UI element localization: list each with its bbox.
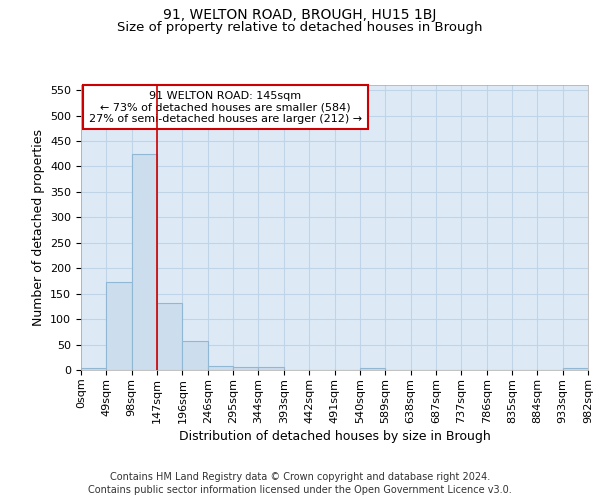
- Bar: [182, 341, 208, 370]
- Bar: [208, 366, 233, 370]
- Bar: [360, 368, 385, 370]
- Bar: [233, 368, 259, 370]
- Y-axis label: Number of detached properties: Number of detached properties: [32, 129, 44, 326]
- Text: Contains public sector information licensed under the Open Government Licence v3: Contains public sector information licen…: [88, 485, 512, 495]
- Text: 91, WELTON ROAD, BROUGH, HU15 1BJ: 91, WELTON ROAD, BROUGH, HU15 1BJ: [163, 8, 437, 22]
- Text: Size of property relative to detached houses in Brough: Size of property relative to detached ho…: [117, 21, 483, 34]
- Bar: [132, 154, 157, 370]
- Bar: [563, 368, 588, 370]
- Text: 91 WELTON ROAD: 145sqm
← 73% of detached houses are smaller (584)
27% of semi-de: 91 WELTON ROAD: 145sqm ← 73% of detached…: [89, 90, 362, 124]
- Bar: [157, 303, 182, 370]
- Bar: [259, 368, 284, 370]
- Text: Contains HM Land Registry data © Crown copyright and database right 2024.: Contains HM Land Registry data © Crown c…: [110, 472, 490, 482]
- Bar: [106, 282, 132, 370]
- Bar: [81, 368, 106, 370]
- X-axis label: Distribution of detached houses by size in Brough: Distribution of detached houses by size …: [179, 430, 490, 442]
